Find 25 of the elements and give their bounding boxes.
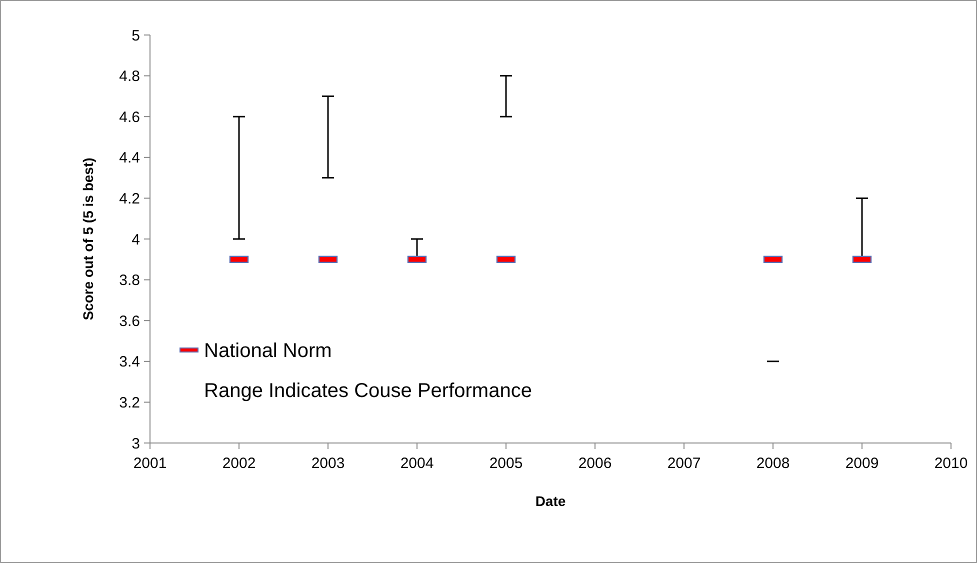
y-tick-label: 4.8 bbox=[119, 68, 140, 86]
x-tick-label: 2003 bbox=[311, 455, 345, 472]
x-tick-label: 2006 bbox=[578, 455, 612, 472]
x-tick-label: 2001 bbox=[133, 455, 167, 472]
y-tick-label: 4.6 bbox=[119, 108, 140, 126]
y-tick-label: 3.8 bbox=[119, 272, 140, 290]
x-tick-label: 2005 bbox=[489, 455, 523, 472]
y-tick-label: 3.6 bbox=[119, 312, 140, 330]
y-tick-label: 3 bbox=[132, 435, 140, 452]
x-axis-title: Date bbox=[535, 493, 566, 509]
x-tick-label: 2002 bbox=[222, 455, 256, 472]
y-tick-label: 5 bbox=[132, 27, 140, 44]
annotation: Range Indicates Couse Performance bbox=[204, 380, 532, 402]
x-tick-label: 2007 bbox=[667, 455, 701, 472]
x-tick-label: 2008 bbox=[756, 455, 790, 472]
y-tick-label: 3.2 bbox=[119, 394, 140, 412]
y-tick-label: 4.4 bbox=[119, 150, 140, 167]
x-tick-label: 2010 bbox=[934, 455, 968, 472]
y-tick-label: 3.4 bbox=[119, 354, 140, 371]
y-tick-label: 4.2 bbox=[119, 190, 140, 208]
x-tick-label: 2004 bbox=[400, 455, 434, 472]
y-tick-label: 4 bbox=[132, 231, 140, 248]
y-axis-title: Score out of 5 (5 is best) bbox=[80, 158, 96, 320]
x-tick-label: 2009 bbox=[845, 455, 879, 472]
legend-label: National Norm bbox=[204, 340, 332, 362]
